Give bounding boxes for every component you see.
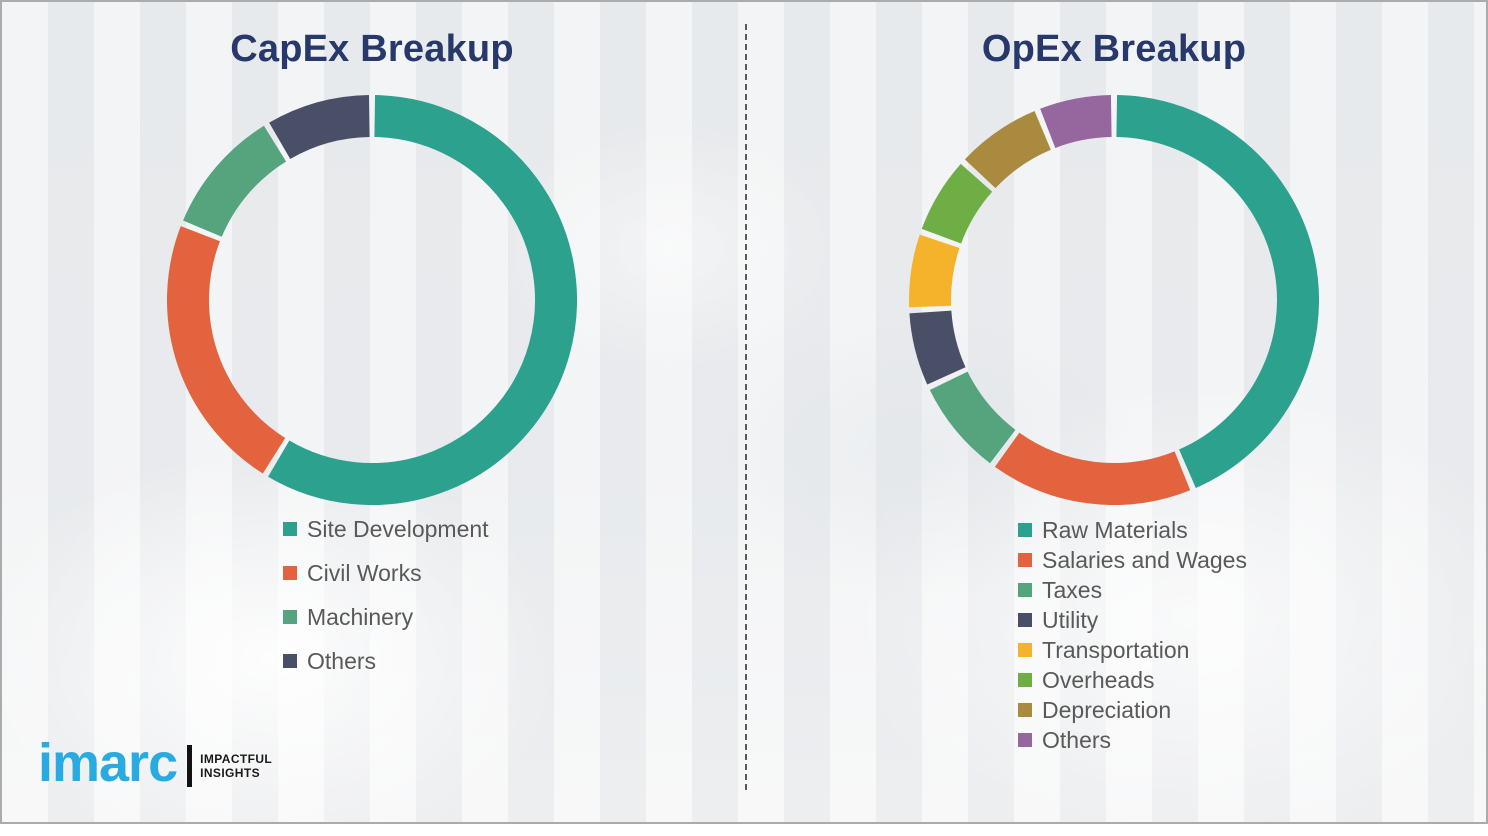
legend-item: Overheads <box>1018 665 1247 695</box>
legend-swatch <box>1018 613 1032 627</box>
donut-segment-raw-materials <box>1116 95 1319 488</box>
legend-swatch <box>1018 583 1032 597</box>
legend-label: Civil Works <box>307 559 422 586</box>
imarc-logo: imarc IMPACTFUL INSIGHTS <box>38 736 272 790</box>
legend-swatch <box>1018 733 1032 747</box>
donut-segment-depreciation <box>964 111 1052 189</box>
legend-label: Others <box>1042 726 1112 753</box>
donut-segment-others <box>269 95 371 160</box>
legend-swatch <box>1018 553 1032 567</box>
legend-item: Depreciation <box>1018 695 1247 725</box>
donut-segment-transportation <box>909 234 960 308</box>
opex-legend: Raw Materials Salaries and Wages Taxes Util… <box>1018 515 1247 755</box>
legend-item: Civil Works <box>283 551 489 595</box>
opex-chart-title: OpEx Breakup <box>981 28 1247 70</box>
legend-swatch <box>1018 673 1032 687</box>
legend-item: Others <box>283 639 489 683</box>
legend-swatch <box>1018 523 1032 537</box>
donut-segment-machinery <box>183 125 287 238</box>
donut-segment-site-development <box>268 95 577 505</box>
logo-tagline: IMPACTFUL INSIGHTS <box>200 752 272 781</box>
legend-item: Others <box>1018 725 1247 755</box>
legend-label: Machinery <box>307 603 414 630</box>
logo-tagline-line2: INSIGHTS <box>200 766 260 780</box>
legend-label: Taxes <box>1042 576 1103 603</box>
legend-swatch <box>283 522 297 536</box>
legend-label: Site Development <box>307 515 489 542</box>
vertical-dashed-divider <box>745 24 747 790</box>
legend-label: Transportation <box>1042 636 1190 663</box>
logo-tagline-line1: IMPACTFUL <box>200 751 273 766</box>
legend-label: Overheads <box>1042 666 1155 693</box>
legend-item: Taxes <box>1018 575 1247 605</box>
legend-label: Others <box>307 647 377 674</box>
legend-label: Salaries and Wages <box>1042 546 1247 573</box>
legend-swatch <box>1018 703 1032 717</box>
capex-donut-chart <box>167 95 577 505</box>
legend-swatch <box>283 654 297 668</box>
opex-donut-chart <box>909 95 1319 505</box>
legend-swatch <box>283 566 297 580</box>
legend-label: Depreciation <box>1042 696 1172 723</box>
legend-item: Utility <box>1018 605 1247 635</box>
donut-segment-taxes <box>929 371 1016 464</box>
legend-label: Raw Materials <box>1042 516 1188 543</box>
legend-swatch <box>283 610 297 624</box>
legend-label: Utility <box>1042 606 1099 633</box>
logo-wordmark: imarc <box>38 733 178 793</box>
capex-legend: Site Development Civil Works Machinery Othe… <box>283 507 489 683</box>
legend-item: Machinery <box>283 595 489 639</box>
donut-segment-utility <box>909 310 966 385</box>
legend-swatch <box>1018 643 1032 657</box>
logo-divider-bar <box>187 745 193 787</box>
legend-item: Raw Materials <box>1018 515 1247 545</box>
donut-segment-overheads <box>921 163 993 244</box>
legend-item: Transportation <box>1018 635 1247 665</box>
legend-item: Site Development <box>283 507 489 551</box>
donut-segment-salaries-and-wages <box>994 432 1191 505</box>
capex-chart-title: CapEx Breakup <box>230 28 514 70</box>
donut-segment-others <box>1040 95 1113 149</box>
legend-item: Salaries and Wages <box>1018 545 1247 575</box>
donut-segment-civil-works <box>167 226 286 474</box>
